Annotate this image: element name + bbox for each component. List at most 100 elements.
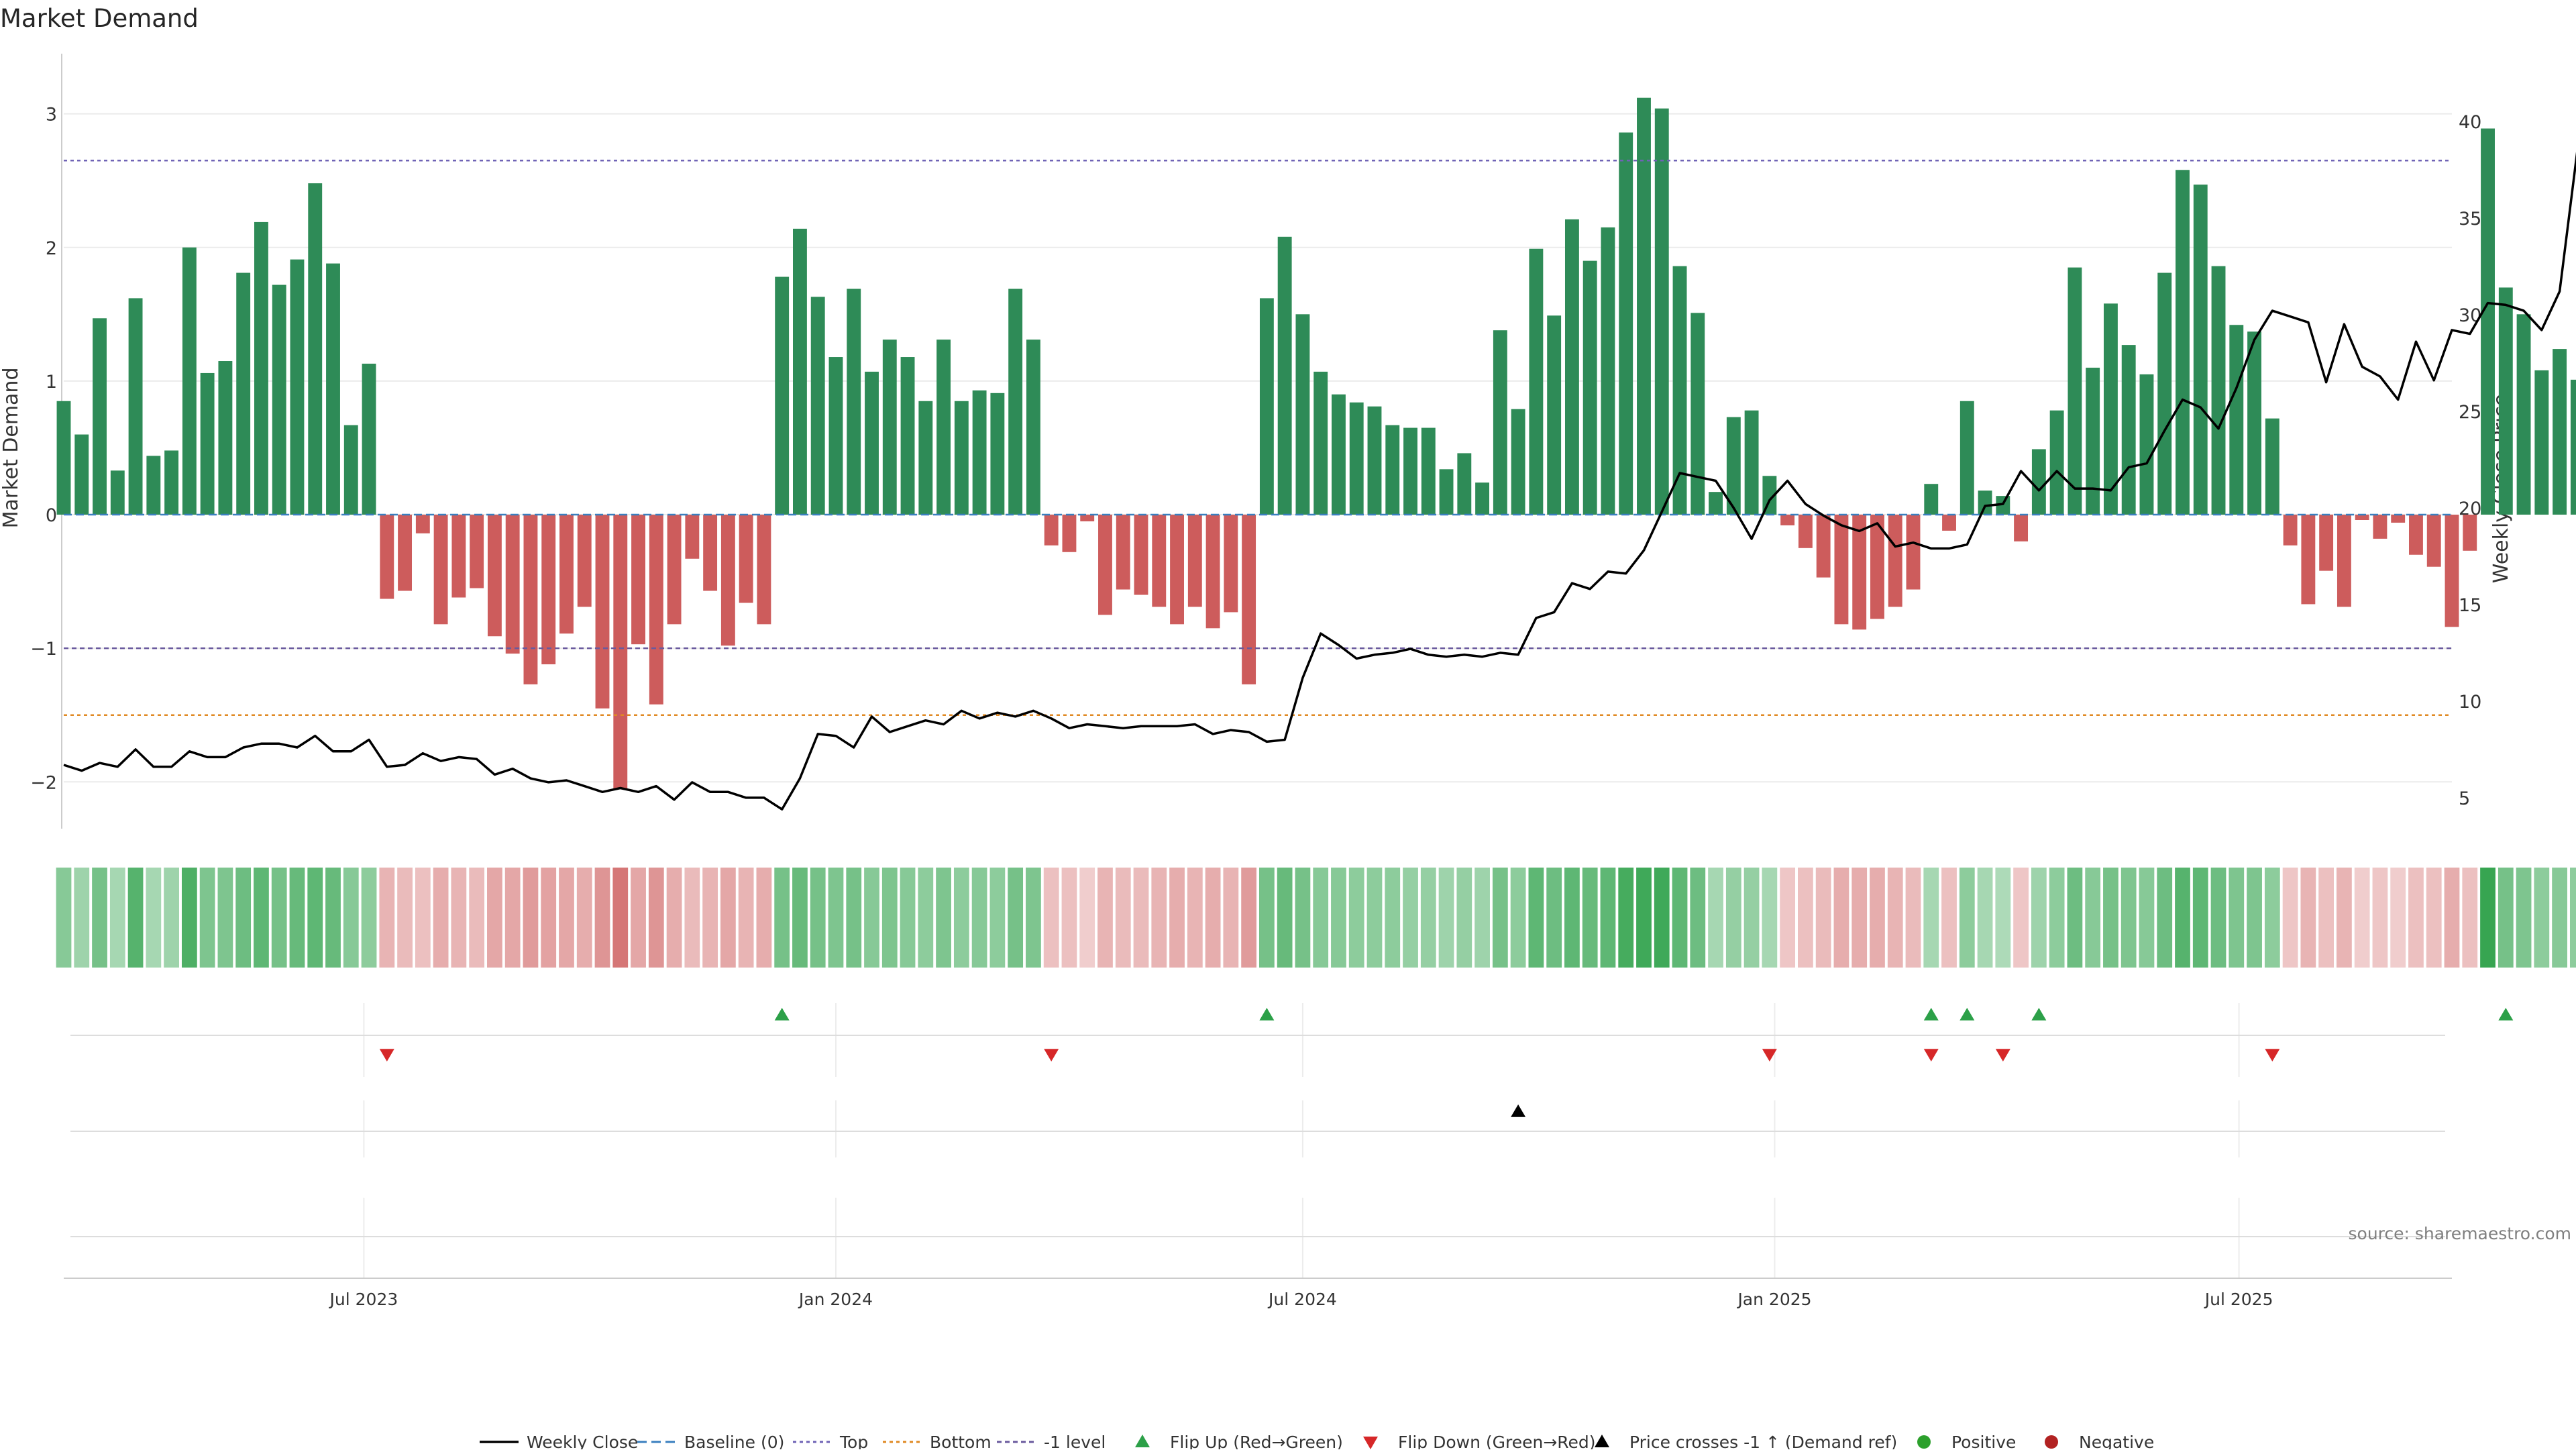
demand-bar — [2265, 418, 2279, 515]
demand-bar — [74, 434, 89, 515]
strip-cell — [164, 868, 179, 968]
strip-cell — [1528, 868, 1544, 968]
demand-bar — [1385, 425, 1400, 515]
strip-cell — [1348, 868, 1364, 968]
strip-cell — [217, 868, 233, 968]
demand-bar — [1637, 97, 1651, 515]
demand-bar — [1709, 492, 1723, 515]
right-tick-label: 40 — [2459, 112, 2481, 133]
legend-label: Bottom — [930, 1433, 991, 1449]
demand-bar — [182, 247, 197, 515]
demand-bar — [1116, 515, 1130, 590]
strip-cell — [146, 868, 162, 968]
legend-item-negative: Negative — [2045, 1433, 2154, 1452]
legend-label: -1 level — [1044, 1433, 1106, 1449]
strip-cell — [1815, 868, 1831, 968]
demand-bar — [1906, 515, 1921, 590]
strip-cell — [1887, 868, 1903, 968]
demand-bar — [2229, 325, 2244, 515]
left-tick-label: 3 — [46, 105, 57, 125]
right-tick-label: 5 — [2459, 788, 2470, 809]
demand-bar — [775, 276, 790, 515]
right-tick-label: 25 — [2459, 402, 2481, 423]
legend-item-flip-down: Flip Down (Green→Red) — [1363, 1433, 1596, 1452]
demand-bar — [487, 515, 502, 637]
demand-bar — [1978, 490, 1992, 515]
demand-bar — [523, 515, 538, 684]
x-tick-label: Jan 2025 — [1736, 1290, 1811, 1309]
demand-bar — [1044, 515, 1059, 546]
demand-bar — [1403, 427, 1417, 515]
strip-cell — [2337, 868, 2352, 968]
strip-cell — [2013, 868, 2029, 968]
strip-cell — [1420, 868, 1436, 968]
demand-bar — [1852, 515, 1867, 630]
demand-bar — [1690, 313, 1705, 515]
demand-bar — [1187, 515, 1202, 607]
strip-cell — [1780, 868, 1796, 968]
demand-bar — [631, 515, 645, 645]
demand-bar — [2068, 267, 2082, 515]
strip-cell — [1510, 868, 1526, 968]
demand-bar — [559, 515, 574, 634]
strip-cell — [1169, 868, 1185, 968]
strip-cell — [1456, 868, 1472, 968]
demand-bar — [56, 401, 71, 515]
strip-cell — [900, 868, 916, 968]
strip-cell — [1725, 868, 1741, 968]
flip-down-marker — [1923, 1049, 1939, 1061]
legend: Weekly Close Baseline (0) Top Bottom -1 leve… — [480, 1433, 2154, 1452]
demand-bar — [2031, 449, 2046, 515]
strip-cell — [846, 868, 862, 968]
strip-cell — [702, 868, 718, 968]
demand-bar — [2426, 515, 2441, 567]
demand-bar — [2337, 515, 2351, 607]
strip-cell — [2408, 868, 2424, 968]
demand-bar — [972, 390, 987, 515]
weekly-close-line — [63, 152, 2576, 811]
demand-bar — [2139, 374, 2154, 515]
strip-cell — [379, 868, 395, 968]
left-tick-label: 0 — [46, 505, 57, 526]
flip-down-marker — [1995, 1049, 2010, 1061]
strip-cell — [774, 868, 790, 968]
demand-bar — [793, 228, 807, 515]
strip-cell — [1474, 868, 1490, 968]
strip-cell — [504, 868, 521, 968]
demand-bar — [2211, 266, 2226, 515]
flip-down-marker — [2265, 1049, 2280, 1061]
demand-bar — [1888, 515, 1902, 607]
strip-cell — [1115, 868, 1131, 968]
strip-cell — [254, 868, 269, 968]
strip-cell — [1833, 868, 1849, 968]
demand-bar — [2319, 515, 2334, 571]
strip-cell — [2229, 868, 2245, 968]
demand-bar — [218, 361, 233, 515]
strip-cell — [307, 868, 323, 968]
strip-cell — [1870, 868, 1885, 968]
demand-bar — [1259, 298, 1274, 515]
demand-bar — [1672, 266, 1687, 515]
strip-cell — [541, 868, 557, 968]
strip-cell — [2067, 868, 2083, 968]
x-tick-label: Jul 2023 — [329, 1290, 398, 1309]
demand-bar — [1870, 515, 1884, 619]
strip-cell — [1743, 868, 1760, 968]
strip-cell — [2372, 868, 2388, 968]
demand-bar — [2553, 349, 2567, 515]
demand-bar — [2463, 515, 2477, 551]
strip-cell — [2049, 868, 2065, 968]
flip-up-marker — [1259, 1008, 1275, 1021]
demand-bar — [918, 401, 933, 515]
flip-up-marker — [2498, 1008, 2514, 1021]
legend-item-cross-up: Price crosses -1 ↑ (Demand ref) — [1595, 1433, 1897, 1452]
demand-bar — [2157, 272, 2172, 515]
demand-bar — [2516, 314, 2531, 515]
strip-cell — [1564, 868, 1580, 968]
demand-bar — [1960, 401, 1974, 515]
right-tick-label: 35 — [2459, 209, 2481, 229]
strip-cell — [936, 868, 951, 968]
strip-cell — [1277, 868, 1293, 968]
strip-cell — [343, 868, 359, 968]
demand-bar — [110, 470, 125, 515]
